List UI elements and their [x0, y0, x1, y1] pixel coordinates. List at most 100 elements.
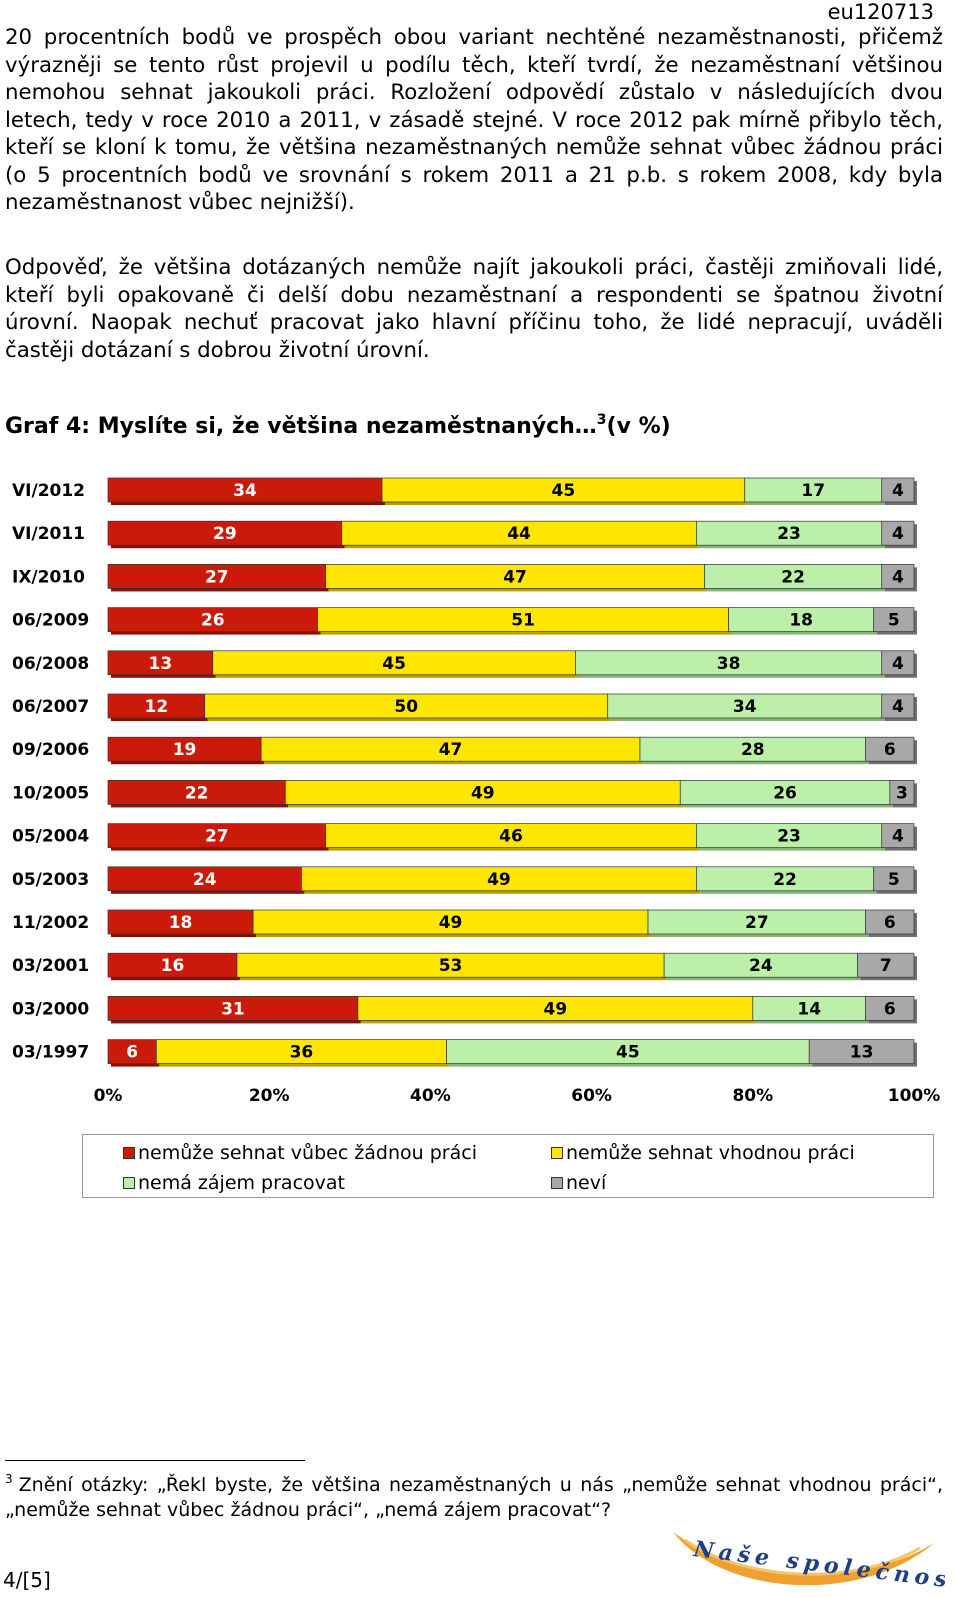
chart-legend: nemůže sehnat vůbec žádnou práci nemůže … — [82, 1134, 934, 1198]
document-code: eu120713 — [827, 0, 934, 24]
data-label: 53 — [439, 956, 463, 976]
bar-segment-not-interested — [696, 866, 875, 892]
bar-segment-no-suitable-work — [252, 909, 649, 935]
data-label: 47 — [439, 740, 463, 760]
bar-segment-no-work — [107, 823, 326, 848]
bar-segment-dont-know — [873, 607, 915, 632]
bar-segment-dont-know — [881, 650, 915, 676]
legend-item-no-work: nemůže sehnat vůbec žádnou práci — [123, 1142, 477, 1164]
bar-segment-no-work — [107, 693, 206, 719]
data-label: 22 — [185, 783, 209, 803]
data-label: 45 — [552, 481, 576, 501]
bar-segment-no-suitable-work — [212, 650, 576, 676]
data-label: 34 — [233, 481, 257, 501]
legend-swatch-no-work — [123, 1147, 135, 1159]
bar-segment-no-work — [107, 520, 343, 546]
data-label: 38 — [717, 654, 741, 674]
nase-spolecnost-logo: Naše společnost — [673, 1532, 945, 1595]
category-label: VI/2011 — [12, 524, 85, 544]
bar-segment-no-suitable-work — [357, 996, 754, 1021]
bar-segment-no-work — [107, 477, 383, 503]
bar-segment-dont-know — [881, 693, 915, 719]
legend-item-not-interested: nemá zájem pracovat — [123, 1172, 345, 1194]
category-label: 11/2002 — [12, 913, 89, 933]
data-label: 4 — [892, 827, 904, 847]
data-label: 22 — [773, 870, 797, 890]
category-label: 05/2004 — [12, 827, 89, 847]
bar-segment-no-work — [107, 909, 254, 935]
bar-segment-dont-know — [889, 780, 915, 805]
x-tick-label: 60% — [571, 1086, 612, 1106]
logo-swoosh-highlight — [684, 1538, 921, 1576]
bar-segment-no-suitable-work — [284, 780, 681, 805]
bar-segment-dont-know — [881, 823, 915, 848]
legend-swatch-no-suitable-work — [551, 1147, 563, 1159]
category-label: 03/1997 — [12, 1043, 89, 1063]
bar-segment-dont-know — [865, 736, 915, 762]
x-tick-label: 40% — [410, 1086, 451, 1106]
data-label: 23 — [777, 827, 801, 847]
bar-segment-dont-know — [881, 520, 915, 546]
page-number: 4/[5] — [3, 1568, 51, 1592]
x-tick-label: 80% — [732, 1086, 773, 1106]
data-label: 49 — [439, 913, 463, 933]
category-label: 06/2007 — [12, 697, 89, 717]
category-label: 10/2005 — [12, 783, 89, 803]
data-label: 19 — [173, 740, 197, 760]
category-label: VI/2012 — [12, 481, 85, 501]
bar-segment-no-suitable-work — [236, 952, 665, 978]
bar-segment-no-work — [107, 736, 262, 762]
data-label: 6 — [884, 740, 896, 760]
data-label: 26 — [773, 783, 797, 803]
legend-item-dont-know: neví — [551, 1172, 606, 1194]
data-label: 27 — [205, 567, 229, 587]
data-label: 18 — [789, 611, 813, 631]
paragraph-2: Odpověď, že většina dotázaných nemůže na… — [5, 255, 943, 363]
bar-segment-dont-know — [873, 866, 915, 892]
bar-segment-no-work — [107, 564, 326, 589]
bar-segment-dont-know — [881, 564, 915, 589]
data-label: 44 — [507, 524, 531, 544]
bar-segment-no-work — [107, 780, 286, 805]
bar-segment-no-work — [107, 952, 238, 978]
category-label: 03/2001 — [12, 956, 89, 976]
data-label: 3 — [896, 783, 908, 803]
bar-segment-no-work — [107, 866, 302, 892]
data-label: 12 — [145, 697, 169, 717]
bar-segment-no-work — [107, 996, 359, 1021]
bar-segment-dont-know — [808, 1039, 915, 1064]
data-label: 6 — [884, 999, 896, 1019]
data-label: 45 — [616, 1043, 640, 1063]
data-label: 28 — [741, 740, 765, 760]
legend-swatch-dont-know — [551, 1177, 563, 1189]
category-label: 06/2009 — [12, 611, 89, 631]
data-label: 5 — [888, 611, 900, 631]
bar-segment-not-interested — [752, 996, 866, 1021]
data-label: 22 — [781, 567, 805, 587]
data-label: 26 — [201, 611, 225, 631]
data-label: 23 — [777, 524, 801, 544]
data-label: 51 — [511, 611, 535, 631]
data-label: 4 — [892, 697, 904, 717]
bar-segment-not-interested — [744, 477, 883, 503]
data-label: 13 — [850, 1043, 874, 1063]
bar-segment-not-interested — [607, 693, 883, 719]
data-label: 46 — [499, 827, 523, 847]
x-tick-label: 0% — [94, 1086, 123, 1106]
category-label: 03/2000 — [12, 999, 89, 1019]
data-label: 4 — [892, 524, 904, 544]
data-label: 6 — [126, 1043, 138, 1063]
footnote-separator — [5, 1460, 305, 1461]
bar-segment-not-interested — [679, 780, 891, 805]
data-label: 36 — [290, 1043, 314, 1063]
bar-segment-not-interested — [446, 1039, 810, 1064]
bar-segment-no-work — [107, 650, 214, 676]
data-label: 4 — [892, 481, 904, 501]
data-label: 49 — [487, 870, 511, 890]
data-label: 24 — [749, 956, 773, 976]
category-label: 09/2006 — [12, 740, 89, 760]
data-label: 5 — [888, 870, 900, 890]
data-label: 49 — [543, 999, 567, 1019]
bar-segment-no-suitable-work — [301, 866, 697, 892]
bar-segment-dont-know — [857, 952, 915, 978]
